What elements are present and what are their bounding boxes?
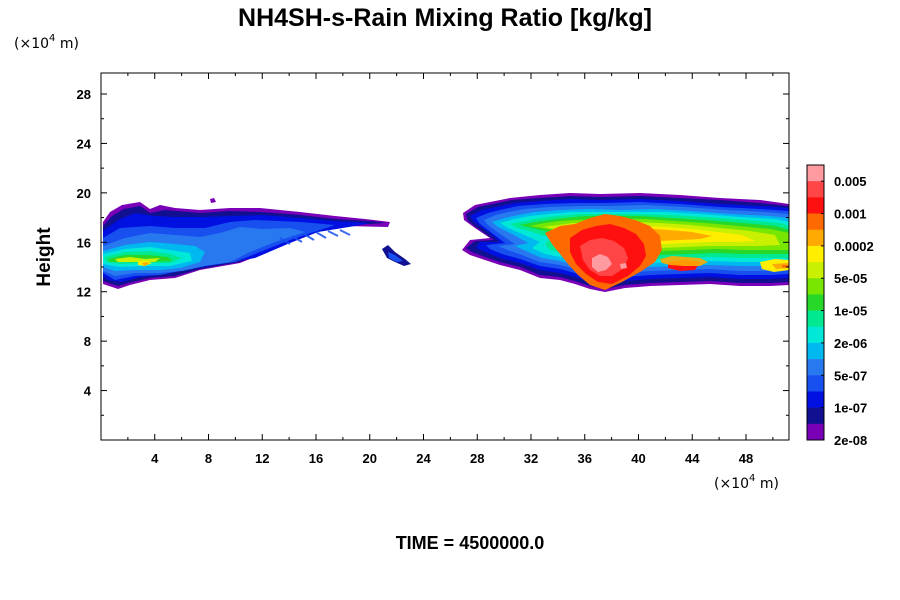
colorbar-swatch	[807, 391, 824, 408]
x-tick-label: 36	[578, 451, 592, 466]
colorbar-swatch	[807, 165, 824, 182]
colorbar-label: 1e-07	[834, 401, 867, 416]
colorbar-swatch	[807, 278, 824, 295]
colorbar-swatch	[807, 375, 824, 392]
colorbar-swatch	[807, 229, 824, 247]
colorbar-swatch	[807, 294, 824, 311]
colorbar-label: 5e-07	[834, 368, 867, 383]
colorbar-swatch	[807, 359, 824, 376]
y-tick-label: 20	[77, 186, 91, 201]
colorbar-label: 0.0002	[834, 239, 874, 254]
chart-title: NH4SH-s-Rain Mixing Ratio [kg/kg]	[238, 4, 652, 32]
right-cloud-pink-core	[592, 254, 612, 272]
x-axis-ticks: 4 8 12 16 20 24 28 32 36 40 44 48	[127, 73, 774, 466]
colorbar-swatch	[807, 245, 824, 263]
left-cloud-yellowgreen	[115, 257, 160, 262]
colorbar-label: 5e-05	[834, 271, 867, 286]
y-tick-label: 24	[77, 136, 92, 151]
colorbar-label: 2e-08	[834, 433, 867, 448]
colorbar	[806, 164, 825, 441]
y-axis-label: Height	[34, 227, 55, 287]
colorbar-swatch	[807, 407, 824, 425]
y-tick-label: 12	[77, 285, 91, 300]
time-label: TIME = 4500000.0	[396, 533, 545, 553]
left-cloud-orange	[142, 262, 149, 266]
x-tick-label: 48	[739, 451, 753, 466]
y-tick-label: 28	[77, 87, 91, 102]
x-tick-label: 16	[309, 451, 323, 466]
left-cloud-fragment	[382, 245, 411, 266]
colorbar-swatch	[807, 197, 824, 214]
colorbar-frame	[806, 164, 825, 441]
x-tick-label: 24	[416, 451, 431, 466]
plot-frame	[100, 72, 790, 441]
colorbar-swatch	[807, 423, 824, 441]
left-cloud-speck	[210, 198, 216, 203]
right-cloud-pink-speck	[620, 263, 627, 269]
plot-area	[101, 73, 789, 440]
colorbar-label: 0.005	[834, 174, 867, 189]
y-tick-label: 8	[84, 334, 91, 349]
x-tick-label: 12	[255, 451, 269, 466]
right-cloud-hotspot-amber	[660, 256, 708, 266]
x-tick-label: 8	[205, 451, 212, 466]
colorbar-label: 0.001	[834, 207, 867, 222]
colorbar-swatch	[807, 213, 824, 231]
colorbar-labels: 0.005 0.001 0.0002 5e-05 1e-05 2e-06 5e-07 1e-0…	[821, 174, 874, 448]
x-tick-label: 44	[685, 451, 700, 466]
y-axis-ticks: 4 8 12 16 20 24 28	[77, 87, 789, 416]
colorbar-label: 1e-05	[834, 304, 867, 319]
y-tick-label: 16	[77, 235, 91, 250]
colorbar-swatch	[807, 181, 824, 198]
colorbar-swatch	[807, 342, 824, 360]
left-cloud-field	[103, 198, 411, 289]
y-unit-label: (×104 m)	[14, 33, 79, 52]
x-unit-label: (×104 m)	[714, 473, 779, 492]
x-tick-label: 32	[524, 451, 538, 466]
right-cloud-field	[462, 193, 789, 292]
left-cloud-fragment-inner	[388, 252, 403, 262]
left-cloud-streaks	[279, 229, 351, 245]
x-tick-label: 20	[363, 451, 377, 466]
colorbar-swatch	[807, 310, 824, 328]
x-tick-label: 4	[151, 451, 159, 466]
colorbar-swatch	[807, 326, 824, 344]
colorbar-swatch	[807, 262, 824, 279]
colorbar-label: 2e-06	[834, 336, 867, 351]
x-tick-label: 40	[631, 451, 645, 466]
y-tick-label: 4	[84, 384, 92, 399]
x-tick-label: 28	[470, 451, 484, 466]
